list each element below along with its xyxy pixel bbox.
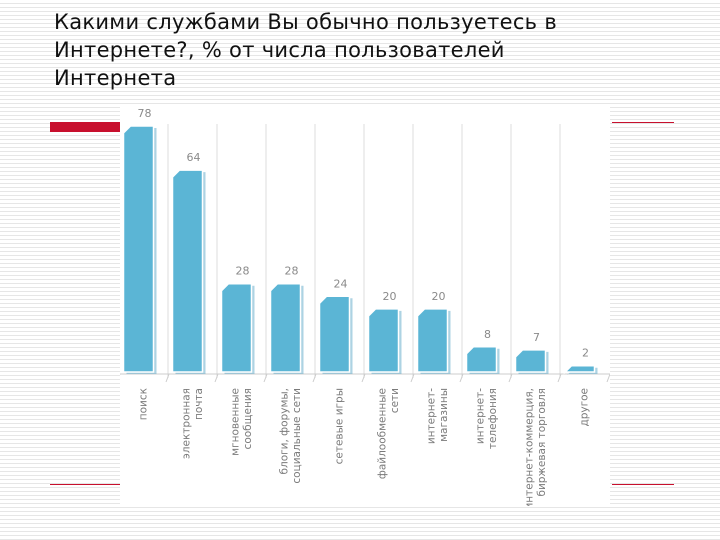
bar bbox=[416, 308, 449, 373]
x-axis-tick bbox=[557, 373, 562, 383]
category-label: интернет-телефония bbox=[474, 388, 499, 449]
category-label: другое bbox=[579, 388, 591, 427]
accent-line-top-right bbox=[612, 122, 674, 123]
bar bbox=[269, 282, 302, 373]
category-label-line: интернет- bbox=[425, 388, 437, 444]
x-axis-tick bbox=[165, 373, 170, 383]
chart-panel: 78 64 28 28 24 20 20 8 7 2 поиск электронная почта м… bbox=[120, 104, 610, 506]
category-label-line: сообщения bbox=[242, 388, 254, 449]
category-label: поиск bbox=[138, 388, 150, 420]
category-label-line: сетевые игры bbox=[334, 388, 346, 464]
category-label-line: другое bbox=[579, 388, 591, 427]
data-label: 28 bbox=[285, 265, 299, 278]
x-axis-tick bbox=[508, 373, 513, 383]
category-label-line: электронная bbox=[180, 388, 192, 459]
data-label: 20 bbox=[432, 290, 446, 303]
data-label: 2 bbox=[582, 347, 589, 360]
category-label-line: сети bbox=[389, 388, 401, 413]
x-axis-tick bbox=[263, 373, 268, 383]
accent-bar bbox=[50, 122, 122, 132]
accent-line-bottom-left bbox=[50, 484, 120, 485]
bar-chart: 78 64 28 28 24 20 20 8 7 2 поиск электронная почта м… bbox=[120, 107, 610, 506]
accent-line-bottom-right bbox=[612, 484, 674, 485]
category-label: интернет-коммерция, биржевая торговля bbox=[523, 388, 548, 506]
category-label: файлообменные сети bbox=[376, 388, 401, 479]
x-axis-tick bbox=[606, 373, 610, 383]
category-label-line: магазины bbox=[438, 388, 450, 442]
bar bbox=[220, 282, 253, 373]
category-label: интернет-магазины bbox=[425, 388, 450, 444]
category-label-line: мгновенные bbox=[229, 388, 241, 456]
data-label: 24 bbox=[334, 277, 348, 290]
category-label-line: интернет- bbox=[474, 388, 486, 444]
category-label-line: социальные сети bbox=[291, 388, 303, 484]
bar bbox=[367, 308, 400, 373]
category-label-line: телефония bbox=[487, 388, 499, 449]
data-label: 7 bbox=[533, 331, 540, 344]
bar bbox=[318, 295, 351, 373]
category-label-line: файлообменные bbox=[376, 388, 388, 479]
data-label: 8 bbox=[484, 328, 491, 341]
slide-title: Какими службами Вы обычно пользуетесь в … bbox=[54, 10, 557, 90]
bar bbox=[465, 346, 498, 373]
data-label: 28 bbox=[236, 265, 250, 278]
category-label-line: интернет-коммерция, bbox=[523, 388, 535, 506]
bar bbox=[514, 349, 547, 373]
data-label: 64 bbox=[187, 151, 201, 164]
x-axis-tick bbox=[312, 373, 317, 383]
category-label-line: почта bbox=[193, 388, 205, 420]
category-label: мгновенные сообщения bbox=[229, 388, 254, 456]
bar bbox=[122, 125, 155, 373]
category-label: сетевые игры bbox=[334, 388, 346, 464]
category-label-line: поиск bbox=[138, 388, 150, 420]
category-label: блоги, форумы, социальные сети bbox=[278, 388, 303, 484]
data-label: 20 bbox=[383, 290, 397, 303]
category-label: электронная почта bbox=[180, 388, 205, 459]
x-axis-tick bbox=[459, 373, 464, 383]
x-axis-tick bbox=[410, 373, 415, 383]
x-axis-tick bbox=[214, 373, 219, 383]
category-label-line: блоги, форумы, bbox=[278, 388, 290, 474]
data-label: 78 bbox=[138, 107, 152, 120]
bar bbox=[171, 169, 204, 373]
category-label-line: биржевая торговля bbox=[536, 388, 548, 497]
bar bbox=[563, 364, 596, 375]
x-axis-tick bbox=[361, 373, 366, 383]
